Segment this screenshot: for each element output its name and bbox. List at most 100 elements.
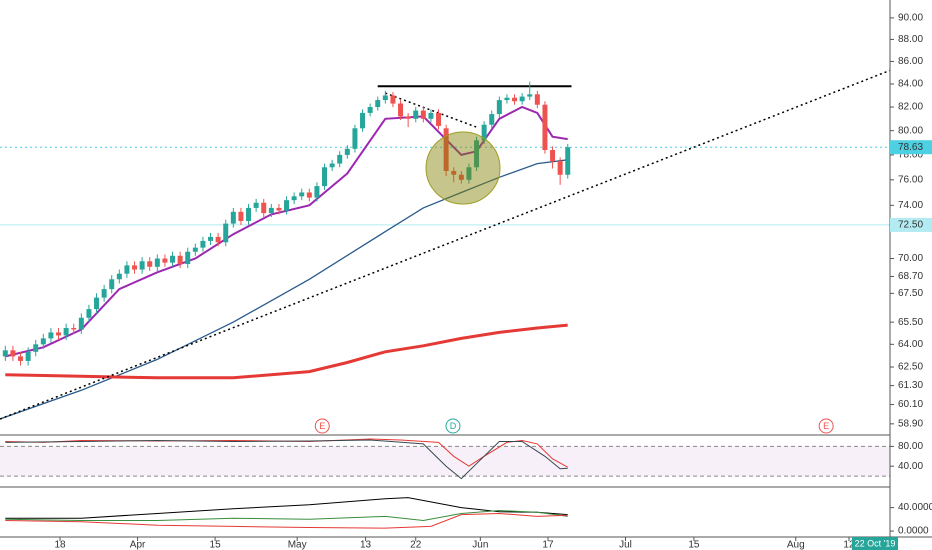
candle-body <box>352 128 358 149</box>
candle-body <box>542 104 548 151</box>
y-tick-label: 82.00 <box>898 102 923 113</box>
event-marker <box>314 418 330 434</box>
price-label-box <box>890 140 932 155</box>
moving-average <box>5 105 568 358</box>
y-tick-label: 76.00 <box>898 174 923 185</box>
candle-body <box>337 154 343 164</box>
indicator-line <box>5 439 568 480</box>
y-tick-label: 40.0000 <box>898 502 932 513</box>
candle-body <box>512 97 518 102</box>
candle-body <box>519 96 525 102</box>
moving-average <box>5 323 568 380</box>
x-tick-label: Aug <box>787 540 805 550</box>
candle-body <box>18 356 24 361</box>
candle-body <box>215 236 221 243</box>
candle-body <box>101 289 107 298</box>
candle-body <box>504 97 510 101</box>
y-tick-label: 84.00 <box>898 79 923 90</box>
candle-body <box>2 350 8 357</box>
x-tick-label: 15 <box>210 540 222 550</box>
candle-body <box>124 265 130 274</box>
candle-body <box>63 328 69 336</box>
price-label: 78.63 <box>898 142 923 153</box>
moving-average <box>0 159 568 420</box>
candle-body <box>428 112 434 119</box>
y-tick-label: 61.30 <box>898 380 923 391</box>
y-tick-label: 58.90 <box>898 418 923 429</box>
candle-body <box>276 207 282 211</box>
candle-body <box>299 192 305 197</box>
y-tick-label: 64.00 <box>898 339 923 350</box>
indicator-line <box>5 509 568 522</box>
candle-body <box>25 351 31 361</box>
candle-body <box>443 128 449 172</box>
candle-body <box>367 107 373 113</box>
candle-body <box>534 94 540 105</box>
y-tick-label: 40.00 <box>898 461 923 472</box>
candle-body <box>565 147 571 175</box>
candle-body <box>291 196 297 201</box>
candle-body <box>185 251 191 265</box>
x-tick-label: 12 <box>843 540 855 550</box>
candle-body <box>154 258 160 267</box>
candle-body <box>329 163 335 168</box>
candle-body <box>223 223 229 243</box>
indicator-line <box>5 512 568 529</box>
candle-body <box>246 207 252 221</box>
candle-body <box>192 247 198 252</box>
y-tick-label: 80.00 <box>898 441 923 452</box>
y-tick-label: 60.10 <box>898 399 923 410</box>
x-tick-label: May <box>288 540 307 550</box>
candle-body <box>10 350 16 357</box>
highlight-ellipse <box>425 131 501 205</box>
candle-body <box>398 103 404 117</box>
x-tick-label: 22 <box>410 540 422 550</box>
candle-body <box>177 255 183 265</box>
y-tick-label: 65.50 <box>898 317 923 328</box>
y-tick-label: 68.70 <box>898 271 923 282</box>
y-tick-label: 0.0000 <box>898 526 929 537</box>
y-tick-label: 86.00 <box>898 56 923 67</box>
candle-body <box>261 202 267 214</box>
candle-body <box>306 192 312 198</box>
candle-body <box>322 167 328 187</box>
candle-body <box>496 100 502 115</box>
trendline <box>385 92 477 128</box>
x-tick-label: Apr <box>130 540 146 550</box>
candle-body <box>230 211 236 224</box>
candle-body <box>208 236 214 241</box>
y-tick-label: 62.50 <box>898 362 923 373</box>
candle-body <box>162 258 168 263</box>
candle-body <box>314 186 320 198</box>
x-tick-label: 18 <box>54 540 66 550</box>
candle-body <box>413 110 419 119</box>
candle-body <box>344 148 350 155</box>
y-tick-label: 90.00 <box>898 13 923 24</box>
y-tick-label: 67.50 <box>898 288 923 299</box>
candle-body <box>436 112 442 126</box>
candle-body <box>56 332 62 336</box>
candle-body <box>139 261 145 270</box>
event-marker <box>445 418 461 434</box>
candle-body <box>284 200 290 211</box>
candle-body <box>33 344 39 352</box>
event-label: D <box>450 421 457 431</box>
candle-body <box>253 202 259 208</box>
candle-body <box>78 317 84 330</box>
candle-body <box>375 100 381 108</box>
event-marker <box>818 418 834 434</box>
y-tick-label: 70.00 <box>898 253 923 264</box>
candle-body <box>390 95 396 104</box>
candle-body <box>132 265 138 270</box>
candle-body <box>109 279 115 290</box>
candle-body <box>550 150 556 162</box>
cursor-label: 22 Oct '19 <box>855 538 896 548</box>
candle-body <box>382 95 388 101</box>
indicator-line <box>5 497 568 519</box>
candle-body <box>94 297 100 310</box>
trendline <box>0 69 891 420</box>
candle-body <box>451 171 457 175</box>
